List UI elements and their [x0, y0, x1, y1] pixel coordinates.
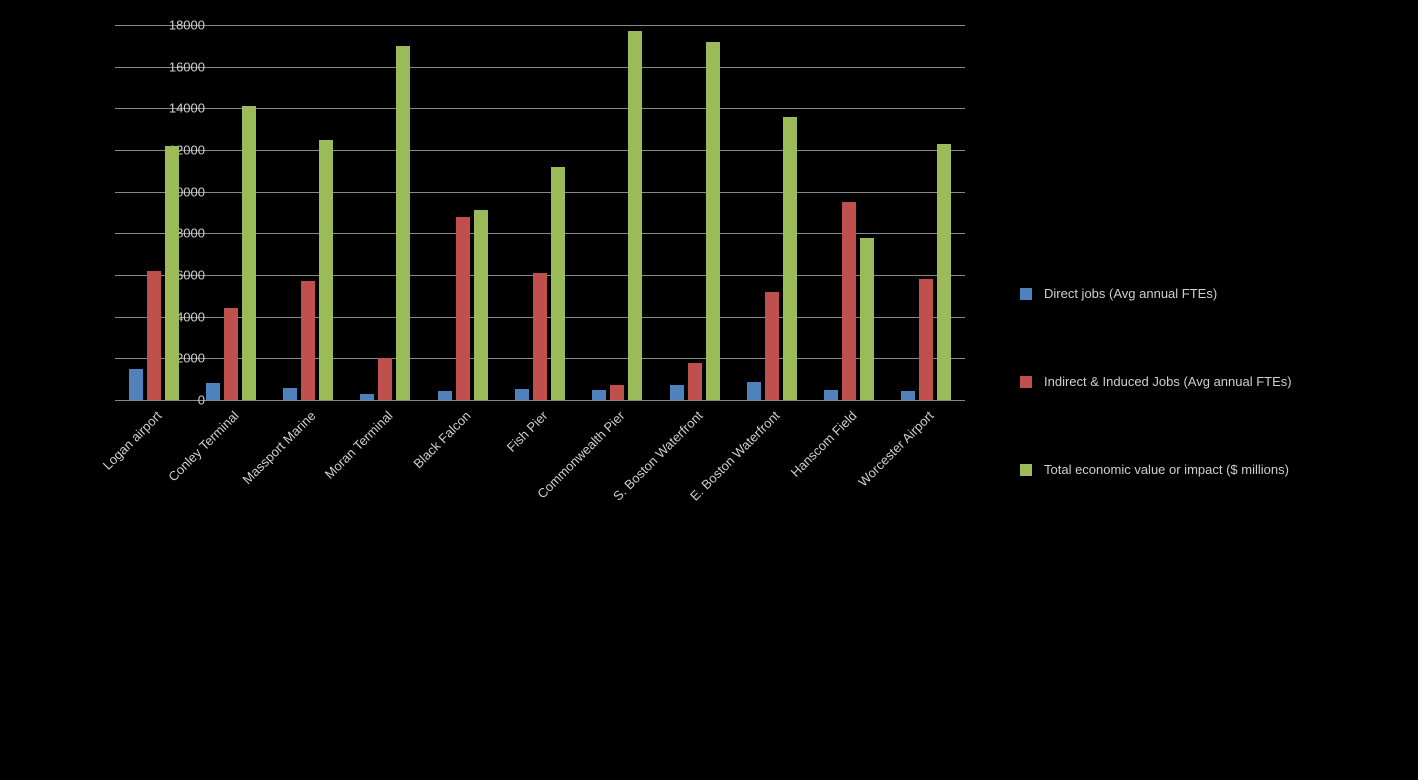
category-group — [206, 25, 256, 400]
legend-swatch — [1020, 376, 1032, 388]
legend-label: Indirect & Induced Jobs (Avg annual FTEs… — [1044, 374, 1292, 391]
x-tick-label: Black Falcon — [410, 408, 474, 472]
category-group — [438, 25, 488, 400]
bar-s2 — [610, 385, 624, 400]
bar-s2 — [147, 271, 161, 400]
bar-s1 — [515, 389, 529, 400]
bar-s1 — [360, 394, 374, 400]
bar-s3 — [474, 210, 488, 400]
x-tick-label: Moran Terminal — [322, 408, 396, 482]
category-group — [283, 25, 333, 400]
bar-s1 — [901, 391, 915, 400]
bar-s3 — [551, 167, 565, 400]
gridline — [115, 400, 965, 401]
category-group — [515, 25, 565, 400]
plot-wrap: 0200040006000800010000120001400016000180… — [60, 10, 1010, 530]
bars-layer — [115, 25, 965, 400]
bar-s2 — [533, 273, 547, 400]
legend-label: Direct jobs (Avg annual FTEs) — [1044, 286, 1217, 303]
category-group — [901, 25, 951, 400]
legend-item: Direct jobs (Avg annual FTEs) — [1020, 285, 1418, 303]
bar-s3 — [783, 117, 797, 400]
legend: Direct jobs (Avg annual FTEs) Indirect & … — [1020, 285, 1418, 549]
bar-s1 — [438, 391, 452, 400]
x-tick-label: Massport Marine — [240, 408, 319, 487]
bar-s1 — [747, 382, 761, 400]
bar-s1 — [129, 369, 143, 400]
bar-s3 — [165, 146, 179, 400]
bar-s2 — [456, 217, 470, 400]
bar-s1 — [206, 383, 220, 400]
legend-item: Indirect & Induced Jobs (Avg annual FTEs… — [1020, 373, 1418, 391]
bar-s3 — [319, 140, 333, 400]
bar-s3 — [242, 106, 256, 400]
legend-item: Total economic value or impact ($ millio… — [1020, 461, 1418, 479]
bar-s2 — [378, 358, 392, 400]
bar-s3 — [937, 144, 951, 400]
bar-s2 — [688, 363, 702, 401]
bar-s3 — [396, 46, 410, 400]
legend-swatch — [1020, 464, 1032, 476]
bar-chart: 0200040006000800010000120001400016000180… — [60, 10, 1400, 530]
bar-s1 — [824, 390, 838, 400]
bar-s3 — [706, 42, 720, 400]
legend-swatch — [1020, 288, 1032, 300]
x-tick-label: Worcester Airport — [856, 408, 938, 490]
bar-s1 — [283, 388, 297, 401]
x-tick-label: Conley Terminal — [165, 408, 242, 485]
category-group — [360, 25, 410, 400]
bar-s2 — [301, 281, 315, 400]
bar-s3 — [628, 31, 642, 400]
bar-s1 — [592, 390, 606, 400]
bar-s1 — [670, 385, 684, 400]
category-group — [824, 25, 874, 400]
bar-s2 — [842, 202, 856, 400]
bar-s2 — [224, 308, 238, 400]
x-tick-label: Logan airport — [99, 408, 164, 473]
category-group — [670, 25, 720, 400]
category-group — [129, 25, 179, 400]
category-group — [592, 25, 642, 400]
bar-s3 — [860, 238, 874, 401]
x-tick-label: Fish Pier — [504, 408, 551, 455]
x-tick-label: Hanscom Field — [788, 408, 860, 480]
category-group — [747, 25, 797, 400]
bar-s2 — [765, 292, 779, 400]
legend-label: Total economic value or impact ($ millio… — [1044, 462, 1289, 479]
bar-s2 — [919, 279, 933, 400]
